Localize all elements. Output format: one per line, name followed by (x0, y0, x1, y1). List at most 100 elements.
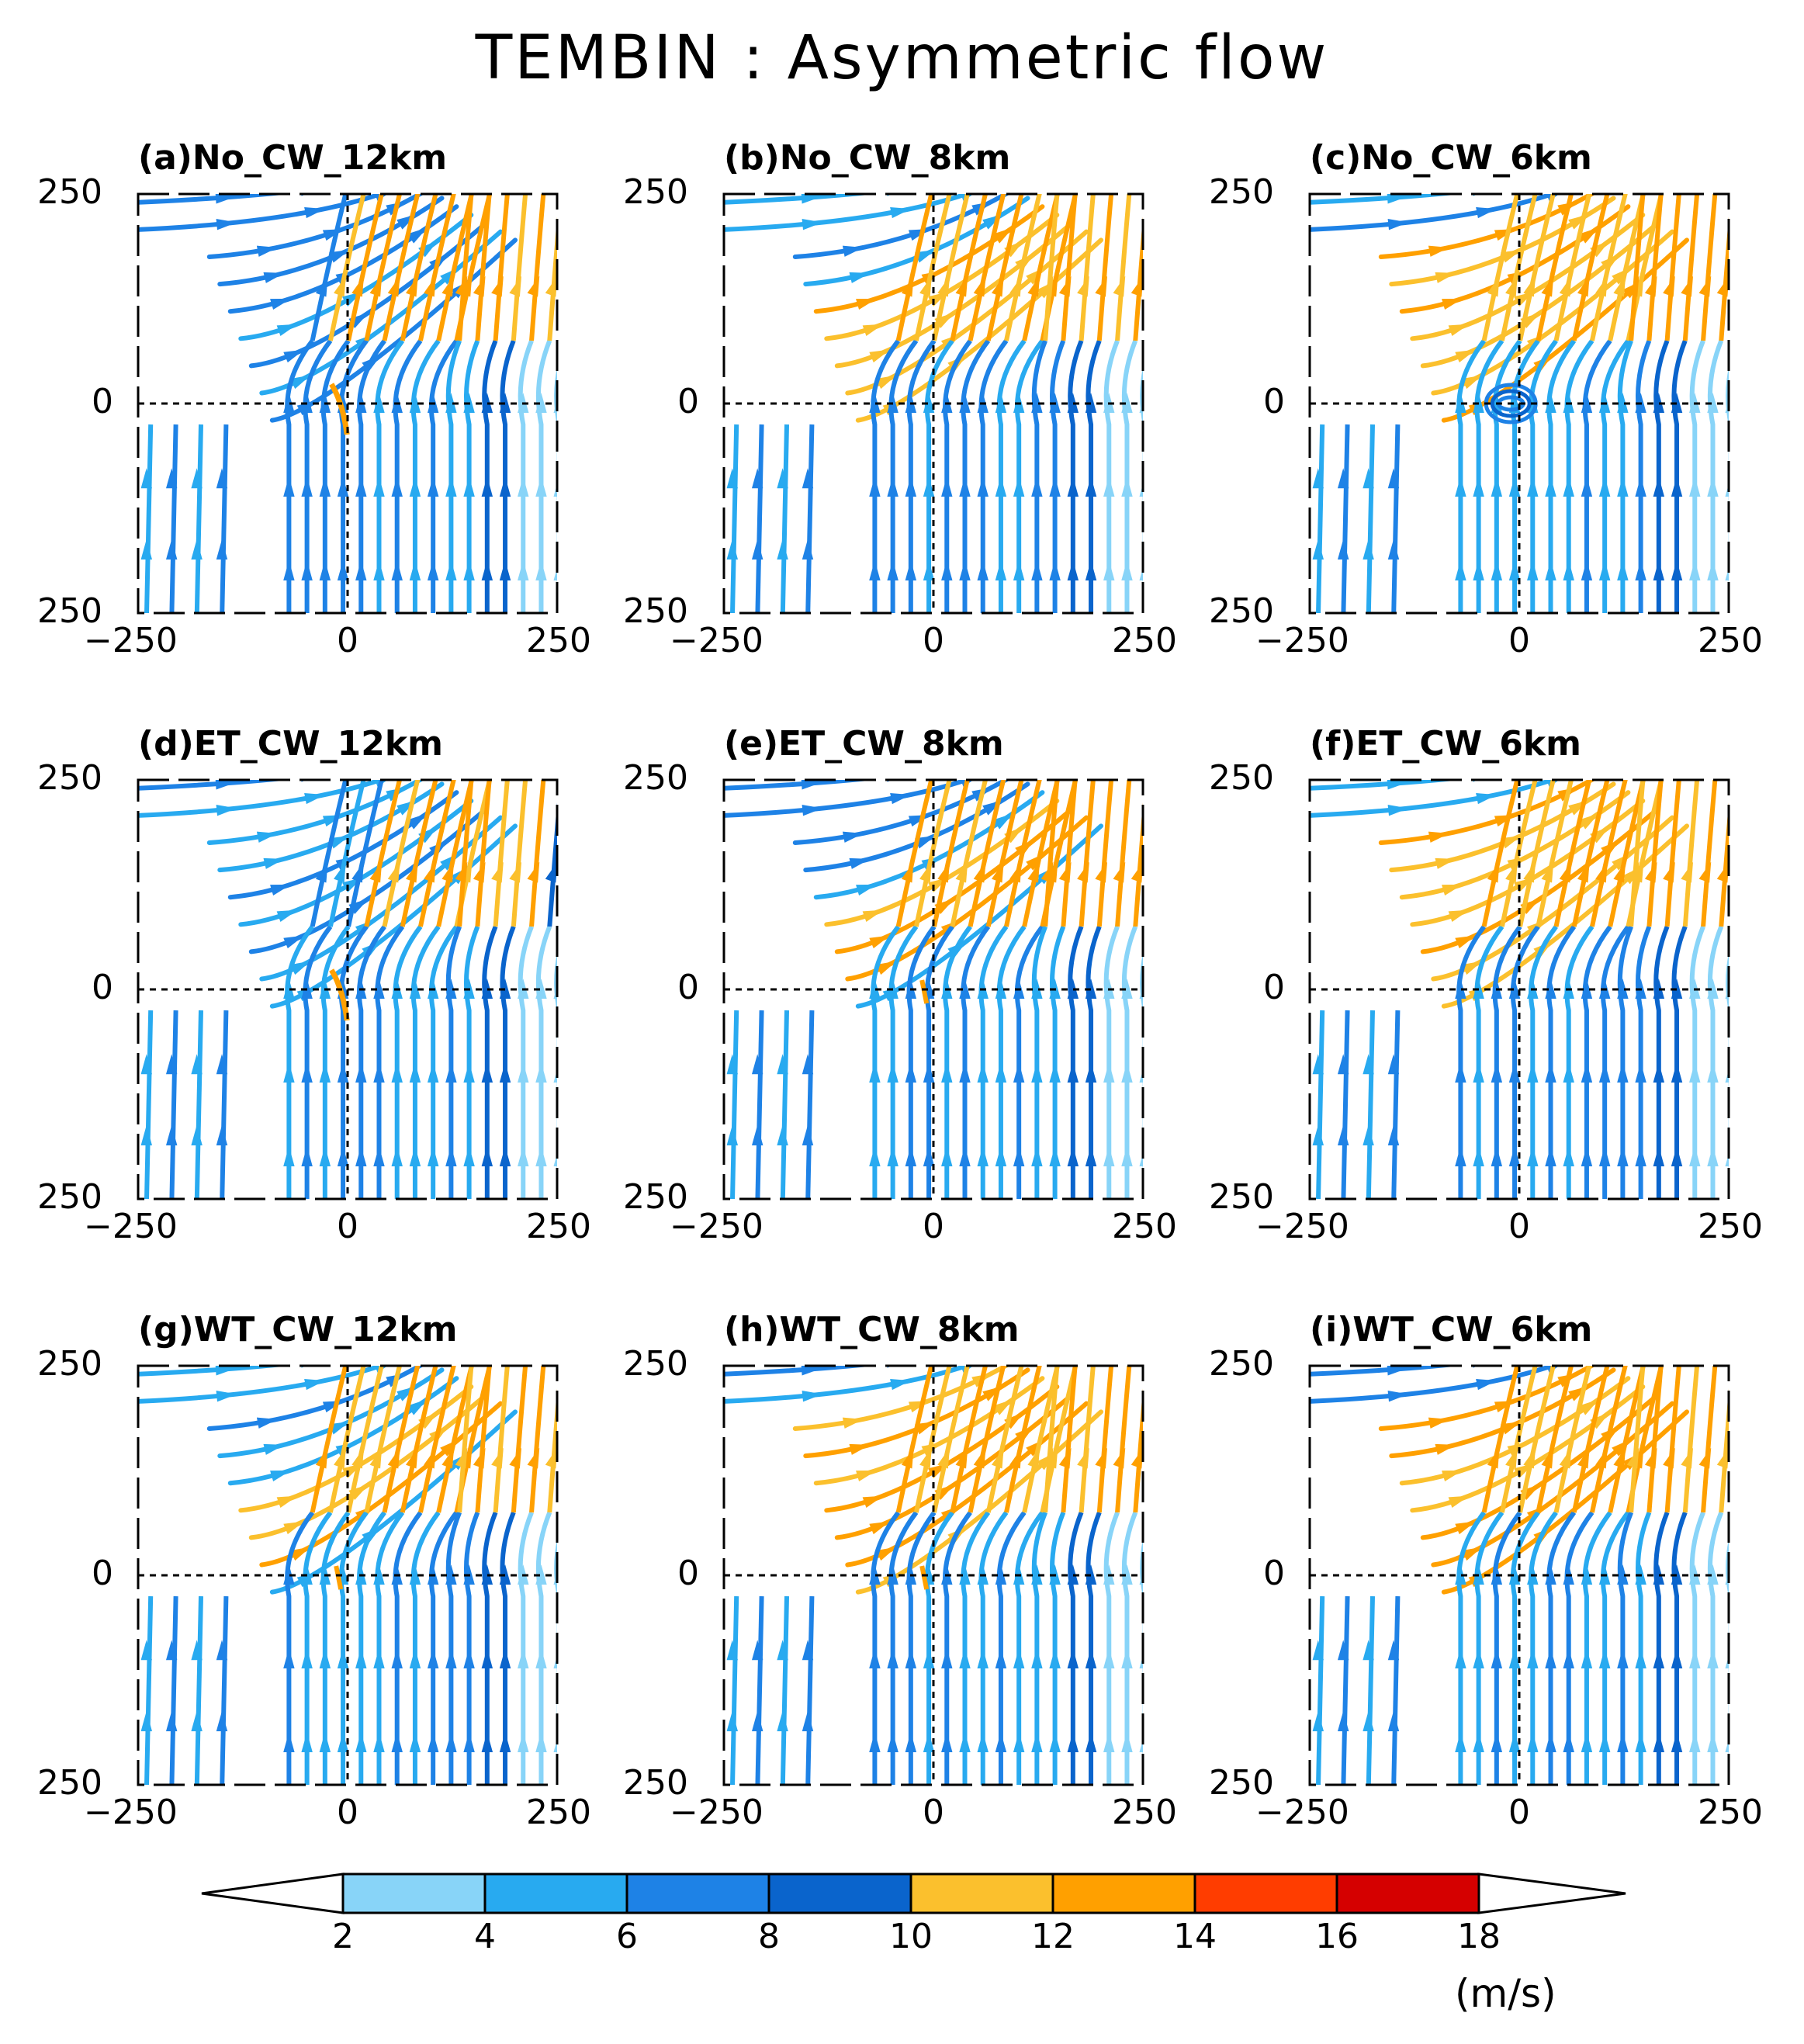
flow-arrow (1387, 1390, 1409, 1402)
flow-arrow (1067, 1648, 1079, 1668)
flow-arrow (289, 1547, 311, 1561)
flow-arrow (409, 1732, 421, 1752)
flow-arrow (256, 1417, 278, 1429)
x-tick-label: −250 (670, 1793, 763, 1832)
y-tick-label: 250 (1209, 591, 1274, 631)
flow-arrow (991, 1447, 1004, 1469)
streamline (285, 339, 315, 613)
flow-arrow (481, 476, 493, 497)
flow-arrow (801, 1366, 822, 1376)
flow-arrow (409, 1062, 421, 1083)
streamline (724, 194, 876, 205)
streamline (1701, 194, 1718, 341)
flow-arrow (463, 476, 475, 497)
flow-arrow (1671, 476, 1683, 497)
flow-arrow (315, 275, 328, 297)
streamline (1481, 780, 1520, 927)
flow-arrow (959, 1146, 971, 1166)
streamline (1004, 1366, 1042, 1513)
flow-arrow (1455, 1732, 1466, 1752)
flow-arrow (191, 1125, 203, 1145)
y-tick-label: 250 (37, 172, 102, 212)
flow-arrow (1139, 483, 1143, 497)
flow-arrow (802, 539, 814, 560)
flow-arrow (216, 539, 228, 560)
flow-arrow (165, 539, 178, 560)
x-tick-label: 250 (1112, 1207, 1177, 1246)
x-tick-label: −250 (1255, 1793, 1349, 1832)
flow-arrow (481, 1732, 493, 1752)
flow-arrow (1031, 560, 1043, 580)
flow-arrow (1653, 1062, 1665, 1083)
streamline (1617, 1511, 1633, 1785)
flow-arrow (995, 1146, 1007, 1166)
flow-arrow (1455, 560, 1466, 580)
flow-arrow (1725, 1069, 1729, 1083)
flow-arrow (424, 275, 436, 297)
flow-arrow (165, 468, 178, 489)
streamline (464, 339, 480, 613)
flow-arrow (1663, 275, 1675, 297)
flow-arrow (1121, 393, 1133, 413)
flow-arrow (509, 861, 522, 883)
flow-arrow (1545, 476, 1556, 497)
flow-arrow (1689, 476, 1701, 497)
flow-arrow (726, 468, 739, 489)
flow-arrow (1067, 560, 1079, 580)
flow-arrow (441, 1447, 455, 1469)
flow-arrow (463, 560, 475, 580)
flow-arrow (1448, 909, 1470, 923)
streamline (338, 1511, 369, 1785)
streamline (1499, 1366, 1538, 1513)
streamline (327, 194, 366, 341)
flow-arrow (802, 1711, 814, 1731)
flow-arrow (1735, 1448, 1747, 1469)
flow-arrow (1312, 1054, 1324, 1075)
flow-arrow (256, 831, 278, 843)
streamline (138, 194, 388, 232)
streamline (1121, 925, 1138, 1199)
flow-arrow (355, 1146, 367, 1166)
flow-arrow (1491, 560, 1503, 580)
flow-arrow (191, 1054, 203, 1075)
streamline (410, 339, 441, 613)
streamline (1546, 925, 1577, 1199)
streamline (895, 1366, 934, 1513)
flow-arrow (1707, 1062, 1719, 1083)
x-tick-label: 250 (1698, 621, 1763, 660)
flow-arrow (1103, 476, 1115, 497)
flow-arrow (373, 476, 385, 497)
flow-arrow (481, 560, 493, 580)
streamline (1456, 1511, 1487, 1785)
flow-arrow (1707, 1648, 1719, 1668)
streamline (1492, 1511, 1522, 1785)
streamline (382, 1366, 421, 1513)
flow-arrow (849, 1443, 871, 1455)
flow-arrow (409, 1648, 421, 1668)
streamline (475, 780, 492, 927)
streamline (888, 339, 919, 613)
flow-arrow (407, 1399, 428, 1415)
center-streak (329, 383, 350, 435)
flow-arrow (1508, 1146, 1521, 1166)
streamline (1133, 802, 1143, 927)
flow-arrow (1058, 275, 1072, 297)
streamline (220, 424, 229, 613)
flow-arrow (215, 194, 237, 204)
flow-arrow (1508, 1564, 1521, 1585)
streamline (1154, 185, 1166, 341)
flow-arrow (1435, 1443, 1456, 1455)
streamline (1582, 1511, 1612, 1785)
flow-arrow (1103, 1648, 1115, 1668)
flow-arrow (216, 1125, 228, 1145)
flow-arrow (977, 1146, 989, 1166)
streamline-field (1310, 1366, 1747, 1785)
streamline (138, 194, 290, 205)
flow-arrow (391, 1648, 403, 1668)
flow-arrow (1653, 1648, 1665, 1668)
flow-arrow (1681, 275, 1694, 297)
flow-arrow (1725, 1739, 1729, 1752)
x-tick-label: 0 (923, 1793, 944, 1832)
flow-arrow (959, 560, 971, 580)
streamline (1474, 339, 1504, 613)
